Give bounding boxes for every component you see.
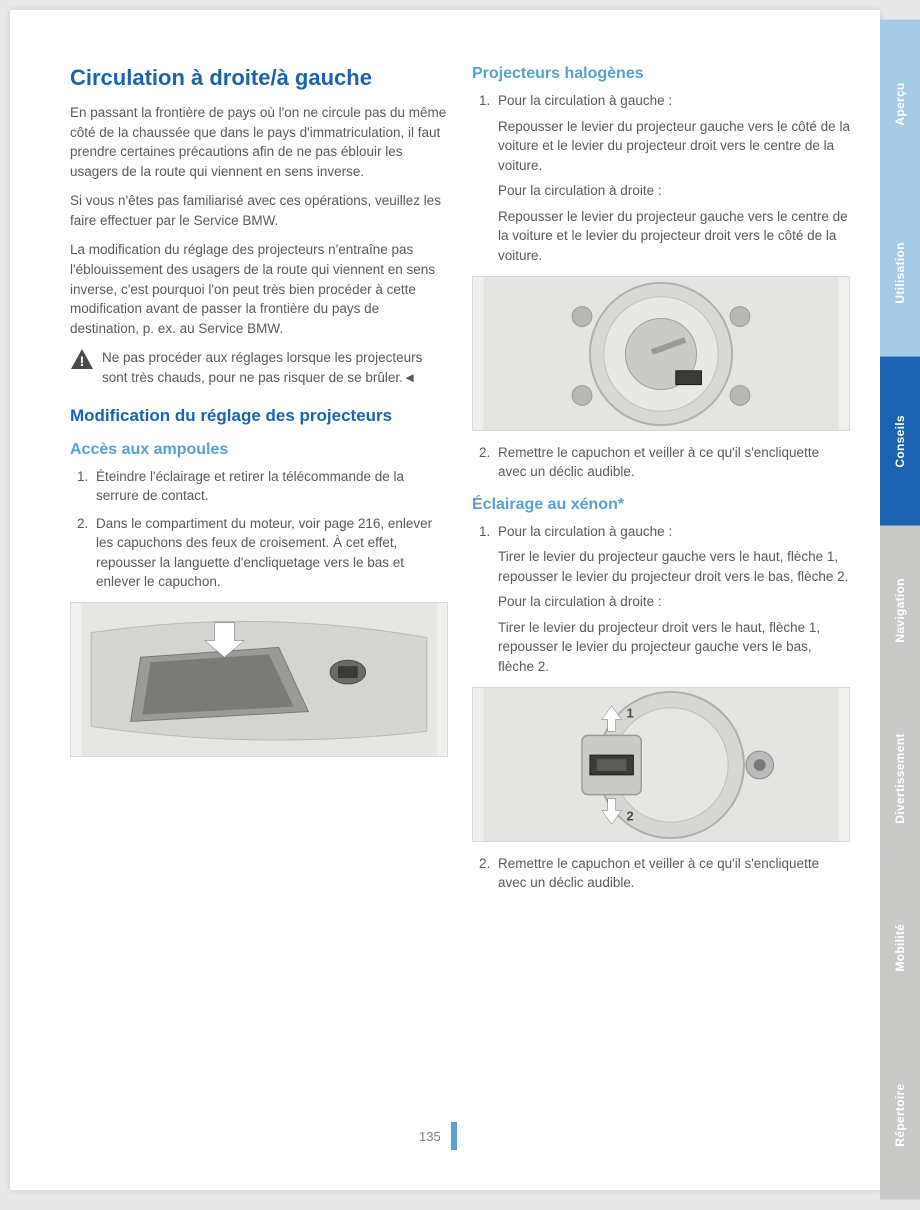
arrow-label-1: 1 [626,705,633,720]
tab-conseils[interactable]: Conseils [880,357,920,526]
subsection-heading-xenon: Éclairage au xénon* [472,496,850,514]
warning-text: Ne pas procéder aux réglages lorsque les… [102,348,448,387]
halogen-left-intro: Pour la circulation à gauche : [498,93,672,108]
svg-text:!: ! [80,353,85,369]
intro-para-2: Si vous n'êtes pas familiarisé avec ces … [70,191,448,230]
figure-halogen-lever [472,276,850,431]
tab-utilisation[interactable]: Utilisation [880,189,920,358]
xenon-left-intro: Pour la circulation à gauche : [498,524,672,539]
tab-mobilite[interactable]: Mobilité [880,863,920,1032]
arrow-label-2: 2 [626,808,633,823]
page-number-block: 135 [419,1122,457,1150]
xenon-step-1: Pour la circulation à gauche : Tirer le … [494,522,850,677]
access-step-2: Dans le compartiment du moteur, voir pag… [92,514,448,592]
right-column: Projecteurs halogènes Pour la circulatio… [472,65,850,903]
tab-repertoire[interactable]: Répertoire [880,1031,920,1200]
tab-navigation[interactable]: Navigation [880,526,920,695]
warning-triangle-icon: ! [70,348,94,370]
xenon-steps-list: Pour la circulation à gauche : Tirer le … [472,522,850,677]
xenon-right-intro: Pour la circulation à droite : [498,592,850,612]
xenon-right-body: Tirer le levier du projecteur droit vers… [498,618,850,677]
figure-xenon-lever: 1 2 [472,687,850,842]
subsection-heading-access: Accès aux ampoules [70,441,448,459]
page-number: 135 [419,1129,441,1144]
halogen-step-1: Pour la circulation à gauche : Repousser… [494,91,850,266]
manual-page: Circulation à droite/à gauche En passant… [10,10,880,1190]
subsection-heading-halogen: Projecteurs halogènes [472,65,850,83]
halogen-right-intro: Pour la circulation à droite : [498,181,850,201]
tab-apercu[interactable]: Aperçu [880,20,920,189]
left-column: Circulation à droite/à gauche En passant… [70,65,448,903]
intro-para-3: La modification du réglage des projecteu… [70,240,448,338]
halogen-right-body: Repousser le levier du projecteur gauche… [498,207,850,266]
halogen-steps-list-2: Remettre le capuchon et veiller à ce qu'… [472,443,850,482]
warning-block: ! Ne pas procéder aux réglages lorsque l… [70,348,448,387]
halogen-left-body: Repousser le levier du projecteur gauche… [498,117,850,176]
page-number-accent-bar [451,1122,457,1150]
page-title: Circulation à droite/à gauche [70,65,448,91]
two-column-layout: Circulation à droite/à gauche En passant… [70,65,850,903]
section-heading-modification: Modification du réglage des projecteurs [70,405,448,426]
figure-cap-removal [70,602,448,757]
tab-divertissement[interactable]: Divertissement [880,694,920,863]
access-step-1: Éteindre l'éclairage et retirer la téléc… [92,467,448,506]
access-steps-list: Éteindre l'éclairage et retirer la téléc… [70,467,448,592]
halogen-step-2: Remettre le capuchon et veiller à ce qu'… [494,443,850,482]
side-tabs: Aperçu Utilisation Conseils Navigation D… [880,20,920,1200]
intro-para-1: En passant la frontière de pays où l'on … [70,103,448,181]
xenon-steps-list-2: Remettre le capuchon et veiller à ce qu'… [472,854,850,893]
halogen-steps-list: Pour la circulation à gauche : Repousser… [472,91,850,266]
xenon-left-body: Tirer le levier du projecteur gauche ver… [498,547,850,586]
xenon-step-2: Remettre le capuchon et veiller à ce qu'… [494,854,850,893]
